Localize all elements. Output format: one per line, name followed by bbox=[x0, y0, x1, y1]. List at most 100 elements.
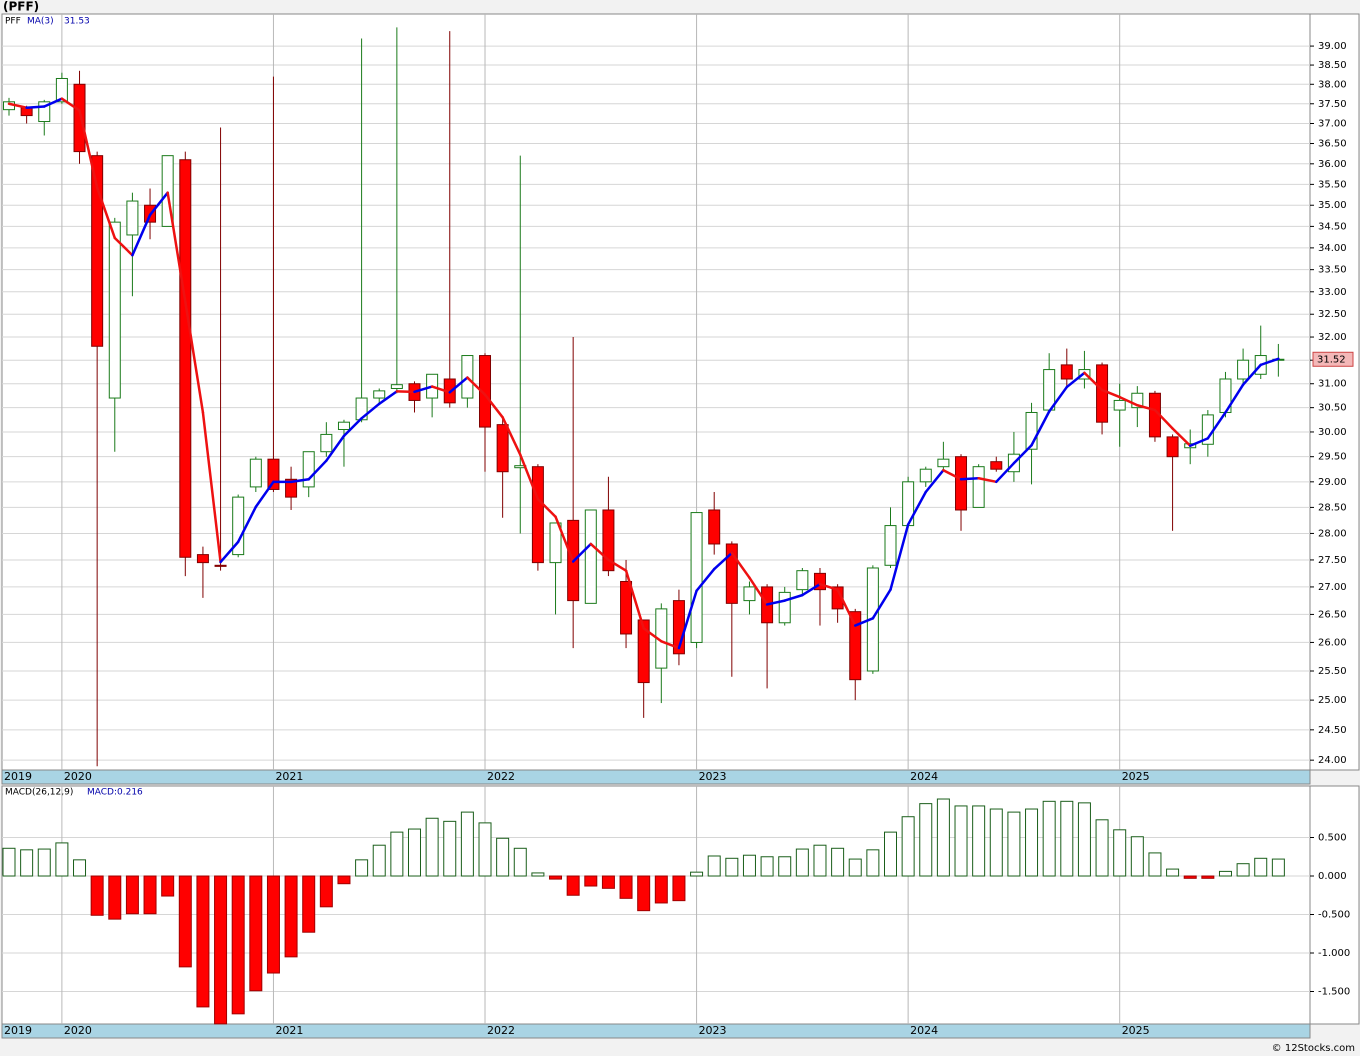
macd-bar bbox=[73, 859, 87, 877]
y-tick-label: 33.50 bbox=[1318, 265, 1347, 276]
ma-segment bbox=[519, 453, 540, 501]
candle-body bbox=[831, 586, 844, 610]
candle-body bbox=[796, 570, 809, 591]
macd-bar bbox=[549, 875, 563, 880]
candle-body bbox=[620, 580, 633, 635]
ma-segment bbox=[483, 393, 504, 419]
macd-bar bbox=[1130, 836, 1144, 877]
macd-bar bbox=[55, 842, 69, 877]
macd-bar bbox=[919, 803, 933, 877]
macd-bar bbox=[337, 875, 351, 885]
ma-segment bbox=[571, 542, 593, 563]
date-strip bbox=[1, 769, 1311, 785]
x-tick-label: 2021 bbox=[275, 770, 303, 783]
candle-body bbox=[390, 384, 403, 389]
ma-segment bbox=[889, 523, 910, 591]
candle-body bbox=[126, 200, 139, 236]
ma-segment bbox=[536, 497, 557, 518]
footer: © 12Stocks.com bbox=[1272, 1043, 1355, 1054]
macd-bar bbox=[1254, 857, 1268, 877]
y-tick-label: 34.00 bbox=[1318, 243, 1347, 254]
candle-body bbox=[337, 421, 350, 431]
y-tick-label: -0.500 bbox=[1318, 910, 1350, 921]
macd-bar bbox=[1025, 808, 1039, 877]
macd-bar bbox=[513, 847, 527, 877]
ma-segment bbox=[201, 411, 222, 564]
candle-body bbox=[91, 155, 104, 347]
candle-body bbox=[919, 468, 932, 483]
macd-bar bbox=[1236, 863, 1250, 877]
ma-segment bbox=[712, 551, 734, 571]
candle-body bbox=[549, 522, 562, 564]
candle-body bbox=[214, 564, 227, 567]
candle-body bbox=[1131, 392, 1144, 409]
ma-segment bbox=[906, 490, 928, 526]
y-tick-label: 28.50 bbox=[1318, 502, 1347, 513]
legend-symbol: PFF bbox=[5, 17, 21, 27]
macd-bar bbox=[2, 847, 16, 877]
macd-bar bbox=[37, 848, 51, 877]
ma-segment bbox=[1047, 385, 1069, 413]
y-tick-label: 24.50 bbox=[1318, 725, 1347, 736]
candle-body bbox=[373, 390, 386, 399]
macd-bar bbox=[443, 820, 457, 877]
macd-bar bbox=[1166, 868, 1180, 877]
macd-bar bbox=[478, 822, 492, 877]
y-tick-label: 37.00 bbox=[1318, 119, 1347, 130]
candle-body bbox=[108, 221, 121, 399]
legend-ma-value: 31.53 bbox=[64, 17, 90, 27]
ma-segment bbox=[342, 417, 363, 438]
ma-segment bbox=[448, 376, 469, 394]
x-tick-label: 2025 bbox=[1122, 770, 1150, 783]
candle-body bbox=[690, 512, 703, 643]
ma-segment bbox=[219, 540, 240, 564]
y-tick-label: 33.00 bbox=[1318, 287, 1347, 298]
macd-bar bbox=[407, 828, 421, 877]
ma-segment bbox=[148, 191, 169, 217]
candle-body bbox=[602, 509, 615, 572]
y-tick-label: 38.00 bbox=[1318, 79, 1347, 90]
ma-segment bbox=[836, 588, 857, 627]
candle-body bbox=[584, 509, 597, 604]
ma-segment bbox=[1206, 411, 1227, 440]
macd-bar bbox=[566, 875, 580, 896]
ma-segment bbox=[1065, 371, 1086, 389]
last-price-label: 31.52 bbox=[1317, 354, 1346, 365]
macd-bar bbox=[143, 875, 157, 915]
y-tick-label: -1.500 bbox=[1318, 987, 1350, 998]
macd-bar bbox=[1007, 811, 1021, 877]
macd-bar bbox=[866, 849, 880, 877]
macd-bar bbox=[1183, 875, 1197, 879]
ma-segment bbox=[624, 569, 645, 630]
macd-bar bbox=[725, 857, 739, 877]
ma-segment bbox=[1224, 383, 1245, 414]
ma-segment bbox=[748, 576, 769, 606]
candle-body bbox=[725, 543, 738, 604]
ma-segment bbox=[818, 582, 839, 591]
candle-body bbox=[1237, 359, 1250, 380]
candle-body bbox=[972, 466, 985, 508]
macd-bar bbox=[196, 875, 210, 1008]
ma-segment bbox=[430, 385, 451, 394]
candle-body bbox=[937, 458, 950, 468]
ma-segment bbox=[43, 97, 64, 108]
ma-segment bbox=[1083, 371, 1104, 392]
candle-body bbox=[161, 155, 174, 227]
candle-body bbox=[1043, 369, 1056, 411]
candle-body bbox=[73, 83, 86, 153]
legend-ma: MA(3) bbox=[27, 17, 54, 27]
ma-segment bbox=[677, 589, 698, 650]
ma-segment bbox=[1118, 395, 1139, 407]
macd-bar bbox=[795, 848, 809, 877]
candle-body bbox=[708, 509, 721, 545]
ma-segment bbox=[1188, 437, 1210, 448]
ma-segment bbox=[995, 461, 1016, 484]
macd-bar bbox=[742, 854, 756, 877]
candle-body bbox=[179, 159, 192, 558]
y-tick-label: 35.00 bbox=[1318, 200, 1347, 211]
ma-segment bbox=[942, 468, 963, 481]
ma-segment bbox=[254, 480, 275, 509]
candle-body bbox=[955, 456, 968, 511]
macd-bar bbox=[989, 808, 1003, 877]
